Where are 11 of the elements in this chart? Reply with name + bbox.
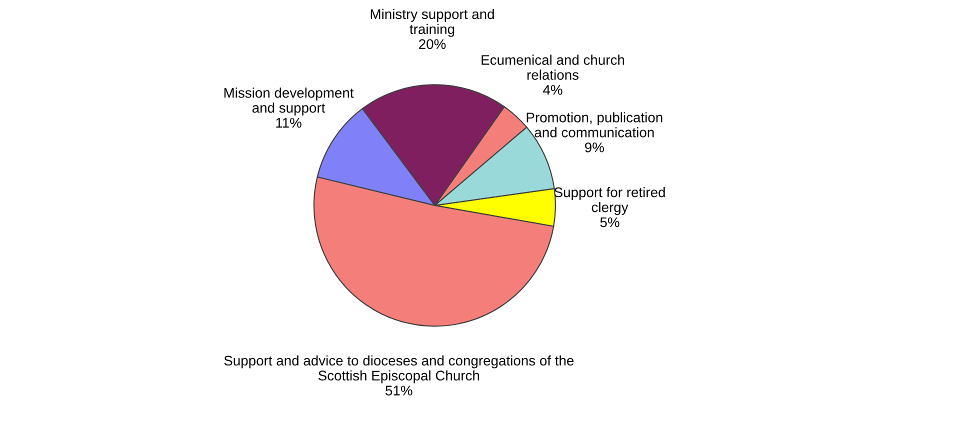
data-label: 11% [276,118,302,128]
slice-label: Ministry support and training [370,8,494,37]
slice-label: Ecumenical and church relations [482,54,624,80]
data-label: 20% [419,39,446,50]
data-label: 4% [543,85,562,95]
slice-label: Mission development and support [224,88,354,116]
slice-label: Support and advice to dioceses and congregations of the Scottish Episcopal Church [224,355,574,384]
slice-label: Promotion, publication and communication [526,112,662,138]
data-label: 9% [585,142,604,152]
data-label: 5% [600,217,620,228]
data-label: 51% [386,386,412,396]
